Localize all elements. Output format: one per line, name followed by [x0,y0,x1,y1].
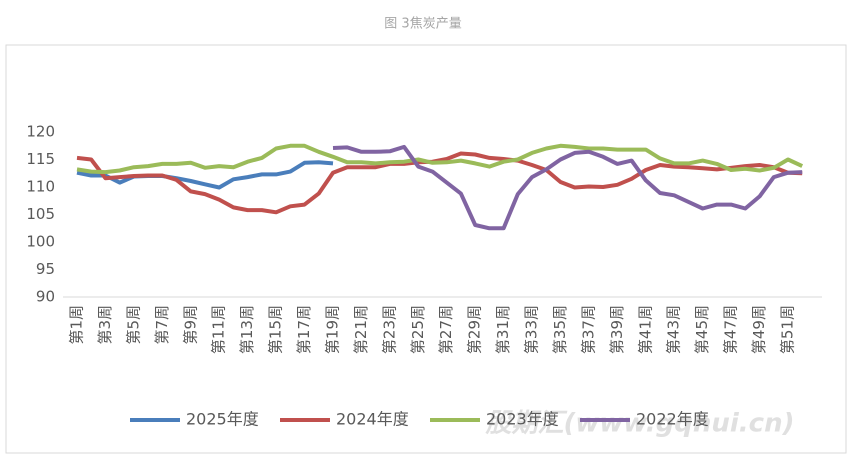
x-tick-label: 第7周 [153,305,171,345]
y-tick-label: 95 [36,260,55,278]
series-line [76,143,804,175]
x-tick-label: 第37周 [579,305,597,354]
x-tick-label: 第51周 [779,305,797,354]
x-tick-label: 第27周 [437,305,455,354]
x-tick-label: 第19周 [323,305,341,354]
y-tick-label: 110 [26,178,55,196]
y-tick-label: 105 [26,205,55,223]
watermark: 股期汇(www.gqhui.cn) [485,409,795,439]
x-tick-label: 第5周 [124,305,142,345]
x-tick-label: 第45周 [693,305,711,354]
legend-label: 2025年度 [186,410,259,429]
y-tick-label: 90 [36,288,55,306]
y-tick-label: 120 [26,123,55,141]
x-tick-label: 第21周 [352,305,370,354]
x-tick-label: 第29周 [466,305,484,354]
legend-label: 2024年度 [336,410,409,429]
x-tick-label: 第1周 [68,305,86,345]
x-tick-label: 第39周 [608,305,626,354]
x-tick-label: 第3周 [96,305,114,345]
x-tick-label: 第9周 [181,305,199,345]
legend-label: 2023年度 [486,410,559,429]
x-tick-label: 第11周 [210,305,228,354]
chart-frame [5,44,847,454]
y-tick-label: 100 [26,233,55,251]
x-tick-label: 第17周 [295,305,313,354]
x-tick-label: 第23周 [380,305,398,354]
x-tick-label: 第25周 [409,305,427,354]
x-tick-label: 第13周 [238,305,256,354]
x-tick-label: 第43周 [665,305,683,354]
legend-label: 2022年度 [636,410,709,429]
x-tick-label: 第35周 [551,305,569,354]
x-tick-label: 第47周 [722,305,740,354]
x-tick-label: 第41周 [636,305,654,354]
series-line [76,151,803,215]
x-tick-label: 第33周 [523,305,541,354]
x-tick-label: 第31周 [494,305,512,354]
series-line [76,160,334,190]
chart-title: 图 3焦炭产量 [384,17,461,32]
series-line [332,144,803,231]
x-tick-label: 第15周 [267,305,285,354]
x-tick-label: 第49周 [750,305,768,354]
y-tick-label: 115 [26,150,55,168]
